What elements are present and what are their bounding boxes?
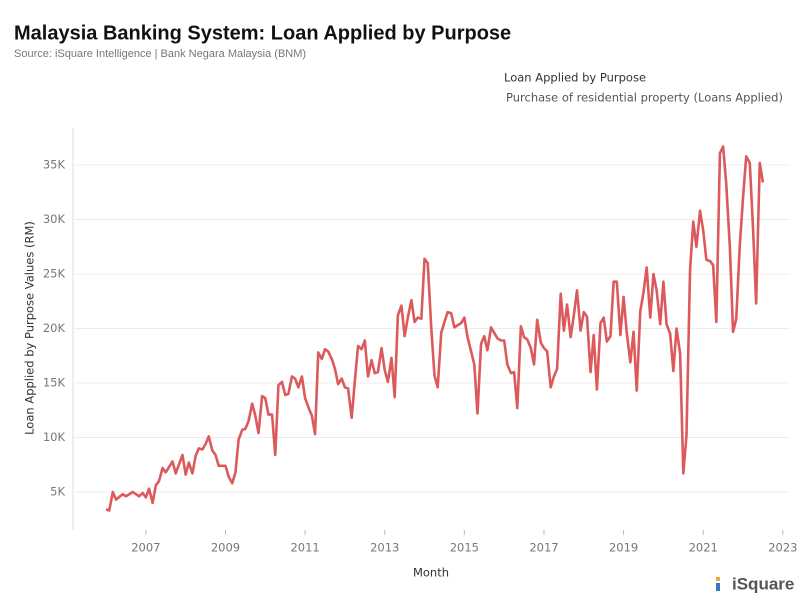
y-tick-label: 20K (43, 321, 66, 335)
x-tick-label: 2017 (529, 541, 558, 555)
logo-icon (716, 583, 720, 591)
x-tick-label: 2019 (609, 541, 638, 555)
legend-title: Loan Applied by Purpose (504, 71, 646, 85)
y-tick-label: 15K (43, 375, 66, 389)
logo-icon (716, 577, 720, 581)
x-axis-label: Month (413, 566, 449, 580)
logo: iSquare (732, 574, 794, 593)
chart-title: Malaysia Banking System: Loan Applied by… (14, 22, 511, 44)
y-tick-label: 25K (43, 267, 66, 281)
x-tick-label: 2013 (370, 541, 399, 555)
y-tick-label: 5K (50, 484, 65, 498)
x-tick-label: 2015 (450, 541, 479, 555)
legend-entry: Purchase of residential property (Loans … (506, 91, 783, 105)
y-tick-label: 10K (43, 430, 66, 444)
x-tick-label: 2009 (211, 541, 240, 555)
x-tick-label: 2023 (768, 541, 797, 555)
y-tick-label: 35K (43, 158, 66, 172)
y-axis-label: Loan Applied by Purpose Values (RM) (23, 221, 37, 435)
x-tick-label: 2021 (689, 541, 718, 555)
chart-subtitle: Source: iSquare Intelligence | Bank Nega… (14, 48, 306, 60)
x-tick-label: 2011 (290, 541, 319, 555)
x-tick-label: 2007 (131, 541, 160, 555)
y-tick-label: 30K (43, 212, 66, 226)
series-line (105, 145, 765, 512)
